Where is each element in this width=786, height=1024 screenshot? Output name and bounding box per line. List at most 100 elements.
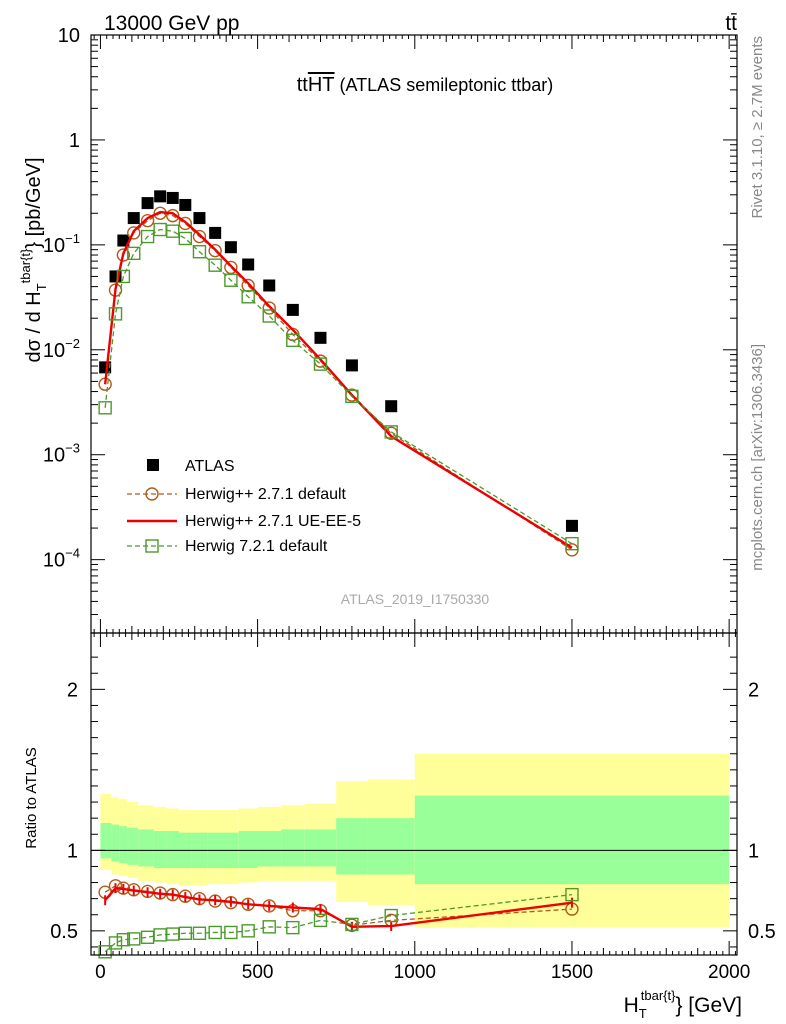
legend-label-atlas: ATLAS: [185, 458, 235, 475]
header-right-label: tt̄: [725, 12, 737, 35]
legend-label-herwigpp-ueee5: Herwig++ 2.7.1 UE-EE-5: [185, 513, 361, 530]
y-tick-label: 1: [69, 130, 80, 152]
y-tick-label: 10: [58, 25, 80, 47]
data-point-atlas: [565, 519, 578, 532]
legend-marker-herwig7-default: [145, 539, 159, 553]
data-point-herwigpp-default: [224, 260, 238, 275]
ratio-tick-label-right: 0.5: [748, 921, 776, 943]
data-point-herwig7-default: [286, 333, 300, 348]
data-point-herwigpp-default: [241, 278, 255, 293]
legend-marker-atlas: [147, 459, 159, 471]
ratio-band-green: [414, 795, 730, 885]
ratio-band-green: [153, 831, 167, 869]
x-axis-label: HTtbar{t}} [GeV]: [624, 988, 742, 1021]
x-tick-label: 0: [95, 962, 106, 983]
data-point-atlas: [141, 197, 154, 210]
data-point-herwig7-default: [140, 229, 155, 244]
ratio-point-herwig7-default: [208, 925, 222, 940]
ratio-point-herwig7-default: [262, 920, 276, 934]
ratio-point-herwig7-default: [192, 926, 207, 940]
data-point-herwig7-default: [166, 224, 180, 238]
data-point-atlas: [242, 258, 255, 271]
legend-label-herwig7-default: Herwig 7.2.1 default: [185, 538, 328, 555]
data-point-atlas: [117, 234, 130, 247]
data-point-herwig7-default: [384, 425, 398, 439]
data-point-herwig7-default: [313, 357, 328, 371]
data-point-atlas: [224, 241, 237, 254]
mcplots-label: mcplots.cern.ch [arXiv:1306.3436]: [749, 344, 766, 571]
main-line-herwig7-default: [104, 228, 573, 545]
data-point-atlas: [314, 331, 327, 344]
ratio-tick-label-right: 2: [748, 679, 759, 701]
data-point-herwigpp-default: [127, 226, 141, 240]
x-tick-label: 500: [242, 962, 274, 983]
legend: ATLAS Herwig++ 2.7.1 default Herwig++ 2.…: [127, 458, 361, 555]
data-point-herwig7-default: [98, 401, 112, 415]
data-point-herwigpp-default: [192, 229, 207, 244]
y-tick-label: 10−3: [43, 441, 80, 467]
data-point-herwig7-default: [192, 245, 207, 259]
data-point-herwig7-default: [262, 309, 276, 323]
data-point-herwig7-default: [108, 307, 123, 321]
data-point-atlas: [385, 400, 398, 413]
data-point-herwig7-default: [345, 389, 359, 404]
ratio-line-herwig7-default: [104, 893, 573, 953]
main-axis-ticks: 0 500 1000 1500 2000 10 1 10−1 10−2 10−3 10−4 0.5 0.…: [43, 25, 776, 983]
ratio-band-green: [166, 831, 180, 869]
ratio-band-green: [257, 831, 282, 867]
data-point-herwigpp-default: [166, 208, 180, 223]
data-point-herwig7-default: [224, 273, 238, 287]
data-point-herwig7-default: [208, 258, 222, 272]
data-point-herwig7-default: [127, 246, 141, 261]
data-point-herwigpp-default: [116, 248, 131, 262]
data-point-herwig7-default: [565, 536, 579, 551]
data-point-herwigpp-default: [262, 301, 276, 315]
ratio-band-green: [281, 829, 305, 867]
x-tick-label: 1000: [394, 962, 436, 983]
ratio-band-green: [336, 818, 368, 875]
ratio-uncertainty-bands: [91, 753, 737, 928]
legend-label-herwigpp-default: Herwig++ 2.7.1 default: [185, 486, 347, 503]
ratio-band-green: [111, 824, 120, 862]
ratio-line-herwigpp-ueee5: [104, 886, 573, 929]
data-point-herwig7-default: [178, 231, 193, 246]
main-line-herwigpp-ueee5: [103, 210, 573, 549]
x-tick-label: 1500: [551, 962, 593, 983]
main-series-group: [98, 190, 579, 557]
ratio-point-herwig7-default: [384, 908, 398, 923]
data-point-atlas: [127, 212, 140, 225]
ratio-point-herwig7-default: [345, 917, 359, 932]
ratio-point-herwig7-default: [108, 936, 123, 950]
data-point-atlas: [154, 190, 167, 203]
ratio-point-herwig7-default: [313, 913, 328, 928]
data-point-atlas: [345, 359, 358, 372]
ratio-point-herwig7-default: [98, 945, 112, 959]
ratio-point-herwig7-default: [178, 926, 193, 940]
ratio-point-herwig7-default: [565, 887, 579, 902]
data-point-herwig7-default: [241, 290, 255, 304]
ratio-point-herwig7-default: [241, 924, 255, 938]
data-point-herwigpp-default: [178, 216, 193, 231]
data-point-herwigpp-default: [208, 243, 222, 258]
data-point-atlas: [179, 198, 192, 211]
ratio-point-herwig7-default: [127, 932, 141, 946]
ratio-band-green: [304, 829, 337, 867]
ratio-tick-label-right: 1: [748, 840, 759, 862]
x-tick-label: 2000: [708, 962, 750, 983]
rivet-label: Rivet 3.1.10, ≥ 2.7M events: [749, 36, 766, 219]
y-tick-label: 10−4: [43, 546, 80, 572]
data-point-atlas: [166, 191, 179, 204]
ratio-point-herwig7-default: [286, 920, 300, 935]
legend-marker-herwigpp-default: [145, 487, 159, 501]
ratio-band-green: [367, 818, 415, 875]
y-tick-label: 10−2: [43, 336, 80, 362]
ratio-tick-label-left: 1: [67, 840, 78, 862]
ratio-tick-label-left: 2: [67, 679, 78, 701]
ratio-point-herwig7-default: [224, 925, 238, 940]
ratio-band-green: [238, 831, 258, 869]
data-point-atlas: [193, 212, 206, 225]
data-point-atlas: [263, 279, 276, 292]
y-axis-label: dσ / d HTtbar{t}} [pb/GeV]: [18, 157, 49, 362]
ratio-series-group: [98, 879, 579, 959]
